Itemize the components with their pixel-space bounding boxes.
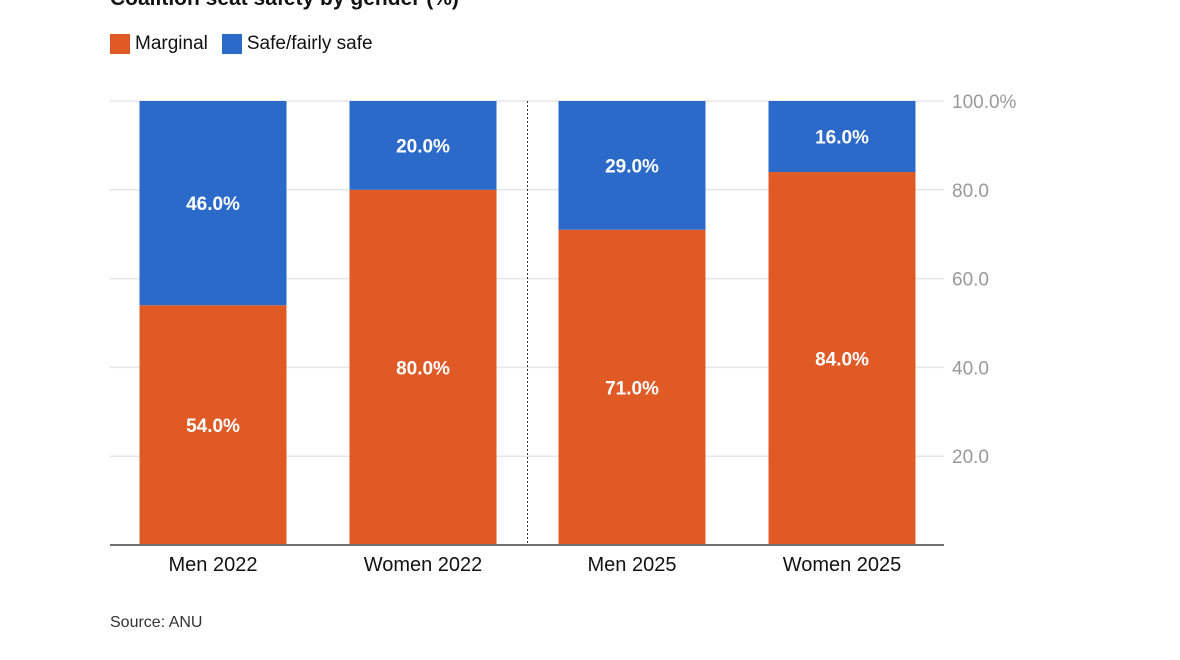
- data-label-safe-3: 29.0%: [605, 156, 659, 177]
- bar-marginal-2: [349, 189, 497, 546]
- data-label-marginal-2: 80.0%: [396, 358, 450, 379]
- stacked-bar-chart: 54.0% 46.0% 80.0% 20.0% 71.0% 29.0% 84.0% 16.0%…: [110, 92, 1017, 576]
- bar-marginal-1: [139, 305, 287, 545]
- y-tick-label-40: 40.0: [952, 358, 989, 379]
- data-label-safe-1: 46.0%: [186, 194, 240, 215]
- bar-safe-3: [558, 101, 706, 230]
- x-tick-label-1: Men 2022: [169, 554, 258, 576]
- bar-safe-4: [768, 101, 916, 173]
- bar-marginal-3: [558, 229, 706, 545]
- x-tick-label-4: Women 2025: [783, 554, 902, 576]
- legend-item-safe: Safe/fairly safe: [221, 33, 373, 55]
- x-tick-label-2: Women 2022: [364, 554, 483, 576]
- y-tick-label-100: 100.0%: [952, 92, 1017, 113]
- bar-safe-2: [349, 101, 497, 190]
- legend-item-marginal: Marginal: [110, 33, 208, 55]
- bar-safe-1: [139, 101, 287, 306]
- x-tick-label-3: Men 2025: [588, 554, 677, 576]
- y-tick-label-80: 80.0: [952, 181, 989, 202]
- data-label-marginal-1: 54.0%: [186, 416, 240, 437]
- legend-swatch-marginal: [110, 34, 130, 54]
- data-label-safe-2: 20.0%: [396, 136, 450, 157]
- y-tick-label-60: 60.0: [952, 270, 989, 291]
- data-label-marginal-3: 71.0%: [605, 378, 659, 399]
- legend-label-safe: Safe/fairly safe: [246, 33, 373, 54]
- legend-swatch-safe: [221, 34, 242, 54]
- bar-marginal-4: [768, 172, 916, 546]
- legend-label-marginal: Marginal: [135, 33, 208, 54]
- legend: Marginal Safe/fairly safe: [110, 33, 373, 55]
- data-label-safe-4: 16.0%: [815, 128, 869, 149]
- source-note: Source: ANU: [110, 614, 203, 631]
- y-tick-label-20: 20.0: [952, 447, 989, 468]
- chart-title: Coalition seat safety by gender (%): [110, 0, 459, 11]
- data-label-marginal-4: 84.0%: [815, 350, 869, 371]
